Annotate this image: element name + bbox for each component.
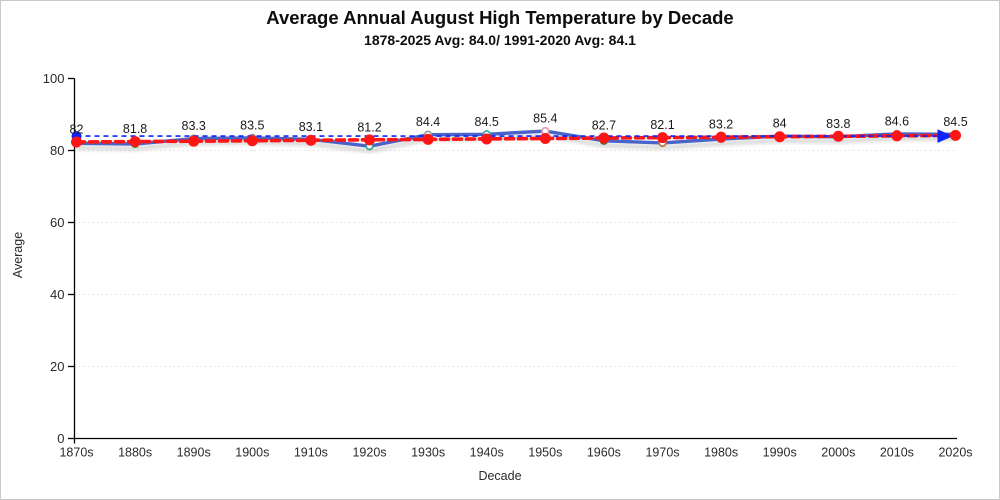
y-tick-label: 0 xyxy=(57,431,64,446)
data-label: 83.2 xyxy=(709,118,733,132)
x-tick-label: 1890s xyxy=(177,446,211,460)
trend-marker xyxy=(364,134,375,146)
data-label: 85.4 xyxy=(533,112,557,126)
y-tick-label: 60 xyxy=(50,215,64,230)
x-tick-label: 1910s xyxy=(294,446,328,460)
data-label: 82 xyxy=(70,123,84,137)
x-tick-label: 1960s xyxy=(587,446,621,460)
data-label: 81.8 xyxy=(123,122,147,136)
trend-marker xyxy=(891,130,903,142)
trend-marker xyxy=(129,136,141,148)
trend-marker xyxy=(539,133,551,145)
trend-marker xyxy=(71,136,82,148)
y-tick-label: 100 xyxy=(43,71,65,86)
x-tick-label: 1870s xyxy=(59,446,93,460)
data-label: 84.5 xyxy=(943,115,967,129)
x-tick-label: 1900s xyxy=(235,446,269,460)
x-tick-label: 1930s xyxy=(411,446,445,460)
x-tick-label: 1880s xyxy=(118,446,152,460)
data-label: 84.4 xyxy=(416,115,440,129)
trend-marker xyxy=(188,135,200,147)
trend-marker xyxy=(774,131,786,143)
data-label: 81.2 xyxy=(357,120,381,134)
trend-marker xyxy=(950,129,961,141)
data-label: 84.6 xyxy=(885,114,909,128)
trend-marker xyxy=(657,132,668,144)
x-tick-label: 2000s xyxy=(821,446,855,460)
y-tick-label: 40 xyxy=(50,287,64,302)
y-axis-title: Average xyxy=(11,231,25,279)
x-tick-label: 1990s xyxy=(763,446,797,460)
data-label: 83.1 xyxy=(299,120,323,134)
x-tick-label: 1920s xyxy=(352,446,386,460)
data-label: 83.5 xyxy=(240,118,264,132)
y-tick-label: 20 xyxy=(50,359,64,374)
trend-marker xyxy=(422,133,434,145)
trend-marker xyxy=(481,133,493,145)
data-label: 84.5 xyxy=(475,115,499,129)
data-label: 83.3 xyxy=(182,119,206,133)
trend-marker xyxy=(246,135,258,147)
chart-title: Average Annual August High Temperature b… xyxy=(266,7,734,28)
x-tick-label: 2020s xyxy=(938,446,972,460)
trend-marker xyxy=(598,132,610,144)
avg-line-arrow-icon xyxy=(937,129,953,143)
data-label: 82.7 xyxy=(592,119,616,133)
data-label: 83.8 xyxy=(826,117,850,131)
data-label: 82.1 xyxy=(650,118,674,132)
x-tick-label: 1950s xyxy=(528,446,562,460)
x-tick-label: 1980s xyxy=(704,446,738,460)
trend-marker xyxy=(715,131,727,143)
data-label: 84 xyxy=(773,117,787,131)
x-tick-label: 1970s xyxy=(645,446,679,460)
x-axis-title: Decade xyxy=(478,469,522,483)
chart-subtitle: 1878-2025 Avg: 84.0/ 1991-2020 Avg: 84.1 xyxy=(364,32,636,48)
x-tick-label: 2010s xyxy=(880,446,914,460)
trend-marker xyxy=(832,130,844,142)
x-tick-label: 1940s xyxy=(470,446,504,460)
trend-marker xyxy=(305,134,317,146)
y-tick-label: 80 xyxy=(50,143,64,158)
